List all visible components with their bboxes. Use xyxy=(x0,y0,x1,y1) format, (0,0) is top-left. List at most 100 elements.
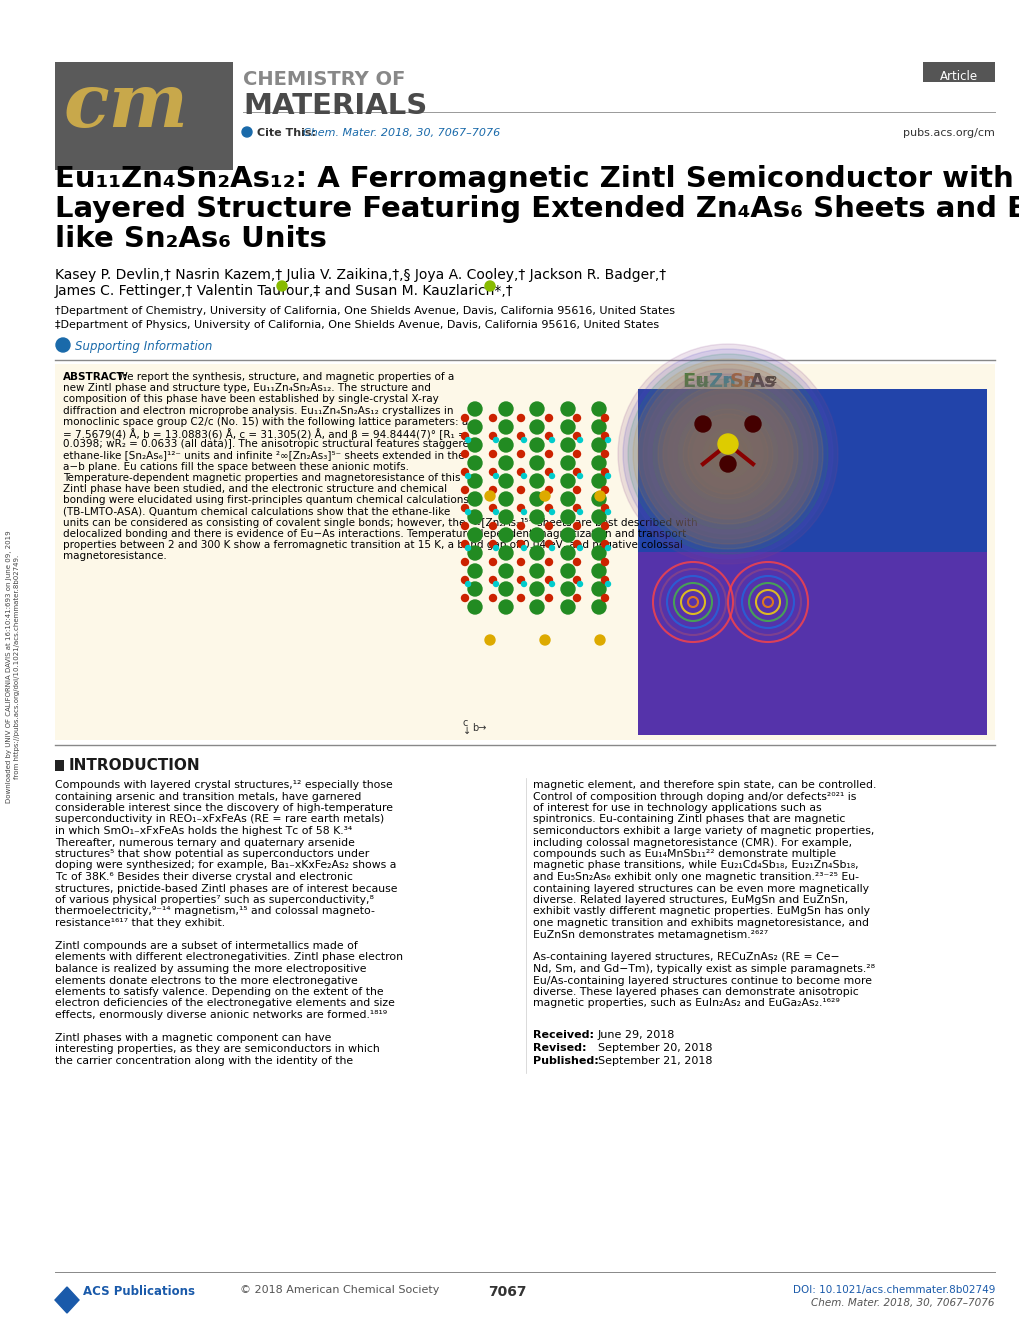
Circle shape xyxy=(498,438,513,452)
Text: ₂: ₂ xyxy=(744,372,750,386)
Circle shape xyxy=(560,546,575,560)
Circle shape xyxy=(465,438,470,443)
Circle shape xyxy=(573,487,580,494)
Circle shape xyxy=(744,416,760,432)
Text: ₄: ₄ xyxy=(723,372,730,386)
Circle shape xyxy=(461,451,468,458)
Circle shape xyxy=(601,504,608,511)
Circle shape xyxy=(468,600,482,614)
Circle shape xyxy=(683,410,772,499)
Circle shape xyxy=(692,419,762,490)
Circle shape xyxy=(498,456,513,470)
Text: (TB-LMTO-ASA). Quantum chemical calculations show that the ethane-like: (TB-LMTO-ASA). Quantum chemical calculat… xyxy=(63,507,449,516)
Text: containing arsenic and transition metals, have garnered: containing arsenic and transition metals… xyxy=(55,791,361,802)
Text: As: As xyxy=(749,372,776,391)
Circle shape xyxy=(493,582,498,587)
Text: Supporting Information: Supporting Information xyxy=(75,340,212,354)
Circle shape xyxy=(489,451,496,458)
Circle shape xyxy=(545,432,552,439)
Circle shape xyxy=(577,438,582,443)
Text: CHEMISTRY OF: CHEMISTRY OF xyxy=(243,69,405,89)
Text: †Department of Chemistry, University of California, One Shields Avenue, Davis, C: †Department of Chemistry, University of … xyxy=(55,305,675,316)
Circle shape xyxy=(468,474,482,488)
Circle shape xyxy=(605,546,610,551)
Circle shape xyxy=(498,420,513,434)
Circle shape xyxy=(560,420,575,434)
Circle shape xyxy=(489,576,496,583)
Text: S: S xyxy=(60,340,66,350)
Text: diverse. These layered phases can demonstrate anisotropic: diverse. These layered phases can demons… xyxy=(533,987,858,996)
Circle shape xyxy=(468,582,482,596)
Circle shape xyxy=(573,595,580,602)
Circle shape xyxy=(521,474,526,479)
Circle shape xyxy=(530,456,543,470)
Circle shape xyxy=(545,451,552,458)
Text: spintronics. Eu-containing Zintl phases that are magnetic: spintronics. Eu-containing Zintl phases … xyxy=(533,815,845,824)
Circle shape xyxy=(697,424,757,484)
Text: superconductivity in REO₁₋xFxFeAs (RE = rare earth metals): superconductivity in REO₁₋xFxFeAs (RE = … xyxy=(55,815,384,824)
Text: 7067: 7067 xyxy=(487,1285,526,1299)
Circle shape xyxy=(591,474,605,488)
Circle shape xyxy=(573,576,580,583)
Circle shape xyxy=(489,540,496,547)
Circle shape xyxy=(560,600,575,614)
Circle shape xyxy=(521,582,526,587)
Circle shape xyxy=(560,402,575,416)
Text: the carrier concentration along with the identity of the: the carrier concentration along with the… xyxy=(55,1057,353,1066)
Circle shape xyxy=(545,559,552,566)
Circle shape xyxy=(489,432,496,439)
Circle shape xyxy=(493,438,498,443)
Text: resistance¹⁶¹⁷ that they exhibit.: resistance¹⁶¹⁷ that they exhibit. xyxy=(55,918,225,928)
Circle shape xyxy=(498,528,513,542)
Text: Tᴄ of 38K.⁶ Besides their diverse crystal and electronic: Tᴄ of 38K.⁶ Besides their diverse crysta… xyxy=(55,872,353,882)
Circle shape xyxy=(545,595,552,602)
Circle shape xyxy=(601,451,608,458)
Circle shape xyxy=(712,439,742,470)
Circle shape xyxy=(517,504,524,511)
Circle shape xyxy=(530,438,543,452)
Bar xyxy=(55,364,994,740)
Circle shape xyxy=(517,523,524,530)
Text: ABSTRACT:: ABSTRACT: xyxy=(63,372,128,382)
Circle shape xyxy=(560,582,575,596)
Circle shape xyxy=(461,595,468,602)
Circle shape xyxy=(468,564,482,578)
Text: Thereafter, numerous ternary and quaternary arsenide: Thereafter, numerous ternary and quatern… xyxy=(55,838,355,847)
Text: Received:: Received: xyxy=(533,1030,593,1041)
Text: properties between 2 and 300 K show a ferromagnetic transition at 15 K, a band g: properties between 2 and 300 K show a fe… xyxy=(63,540,683,550)
Circle shape xyxy=(461,487,468,494)
Text: = 7.5679(4) Å, b = 13.0883(6) Å, c = 31.305(2) Å, and β = 94.8444(7)° [R₁ =: = 7.5679(4) Å, b = 13.0883(6) Å, c = 31.… xyxy=(63,428,467,440)
Circle shape xyxy=(468,438,482,452)
Text: Kasey P. Devlin,† Nasrin Kazem,† Julia V. Zaikina,†,§ Joya A. Cooley,† Jackson R: Kasey P. Devlin,† Nasrin Kazem,† Julia V… xyxy=(55,268,665,281)
Circle shape xyxy=(517,432,524,439)
Circle shape xyxy=(591,564,605,578)
Circle shape xyxy=(573,468,580,475)
Text: Sn: Sn xyxy=(729,372,756,391)
Circle shape xyxy=(530,528,543,542)
Circle shape xyxy=(601,540,608,547)
Circle shape xyxy=(498,582,513,596)
Circle shape xyxy=(461,415,468,422)
Circle shape xyxy=(498,510,513,524)
Text: Chem. Mater. 2018, 30, 7067–7076: Chem. Mater. 2018, 30, 7067–7076 xyxy=(811,1298,994,1309)
Circle shape xyxy=(461,576,468,583)
Circle shape xyxy=(594,491,604,502)
Circle shape xyxy=(545,468,552,475)
Text: cm: cm xyxy=(63,69,187,143)
Circle shape xyxy=(694,416,710,432)
Circle shape xyxy=(489,468,496,475)
Circle shape xyxy=(530,474,543,488)
Text: ‡Department of Physics, University of California, One Shields Avenue, Davis, Cal: ‡Department of Physics, University of Ca… xyxy=(55,320,658,329)
Text: diffraction and electron microprobe analysis. Eu₁₁Zn₄Sn₂As₁₂ crystallizes in: diffraction and electron microprobe anal… xyxy=(63,406,453,416)
Circle shape xyxy=(662,390,792,519)
Circle shape xyxy=(549,582,554,587)
Circle shape xyxy=(560,492,575,506)
Circle shape xyxy=(498,474,513,488)
Text: EuZnSn demonstrates metamagnetism.²⁶²⁷: EuZnSn demonstrates metamagnetism.²⁶²⁷ xyxy=(533,930,767,939)
Text: structures⁵ that show potential as superconductors under: structures⁵ that show potential as super… xyxy=(55,848,369,859)
Circle shape xyxy=(493,474,498,479)
Circle shape xyxy=(577,510,582,515)
Circle shape xyxy=(539,635,549,646)
Text: Zn: Zn xyxy=(708,372,736,391)
Text: Compounds with layered crystal structures,¹² especially those: Compounds with layered crystal structure… xyxy=(55,780,392,790)
